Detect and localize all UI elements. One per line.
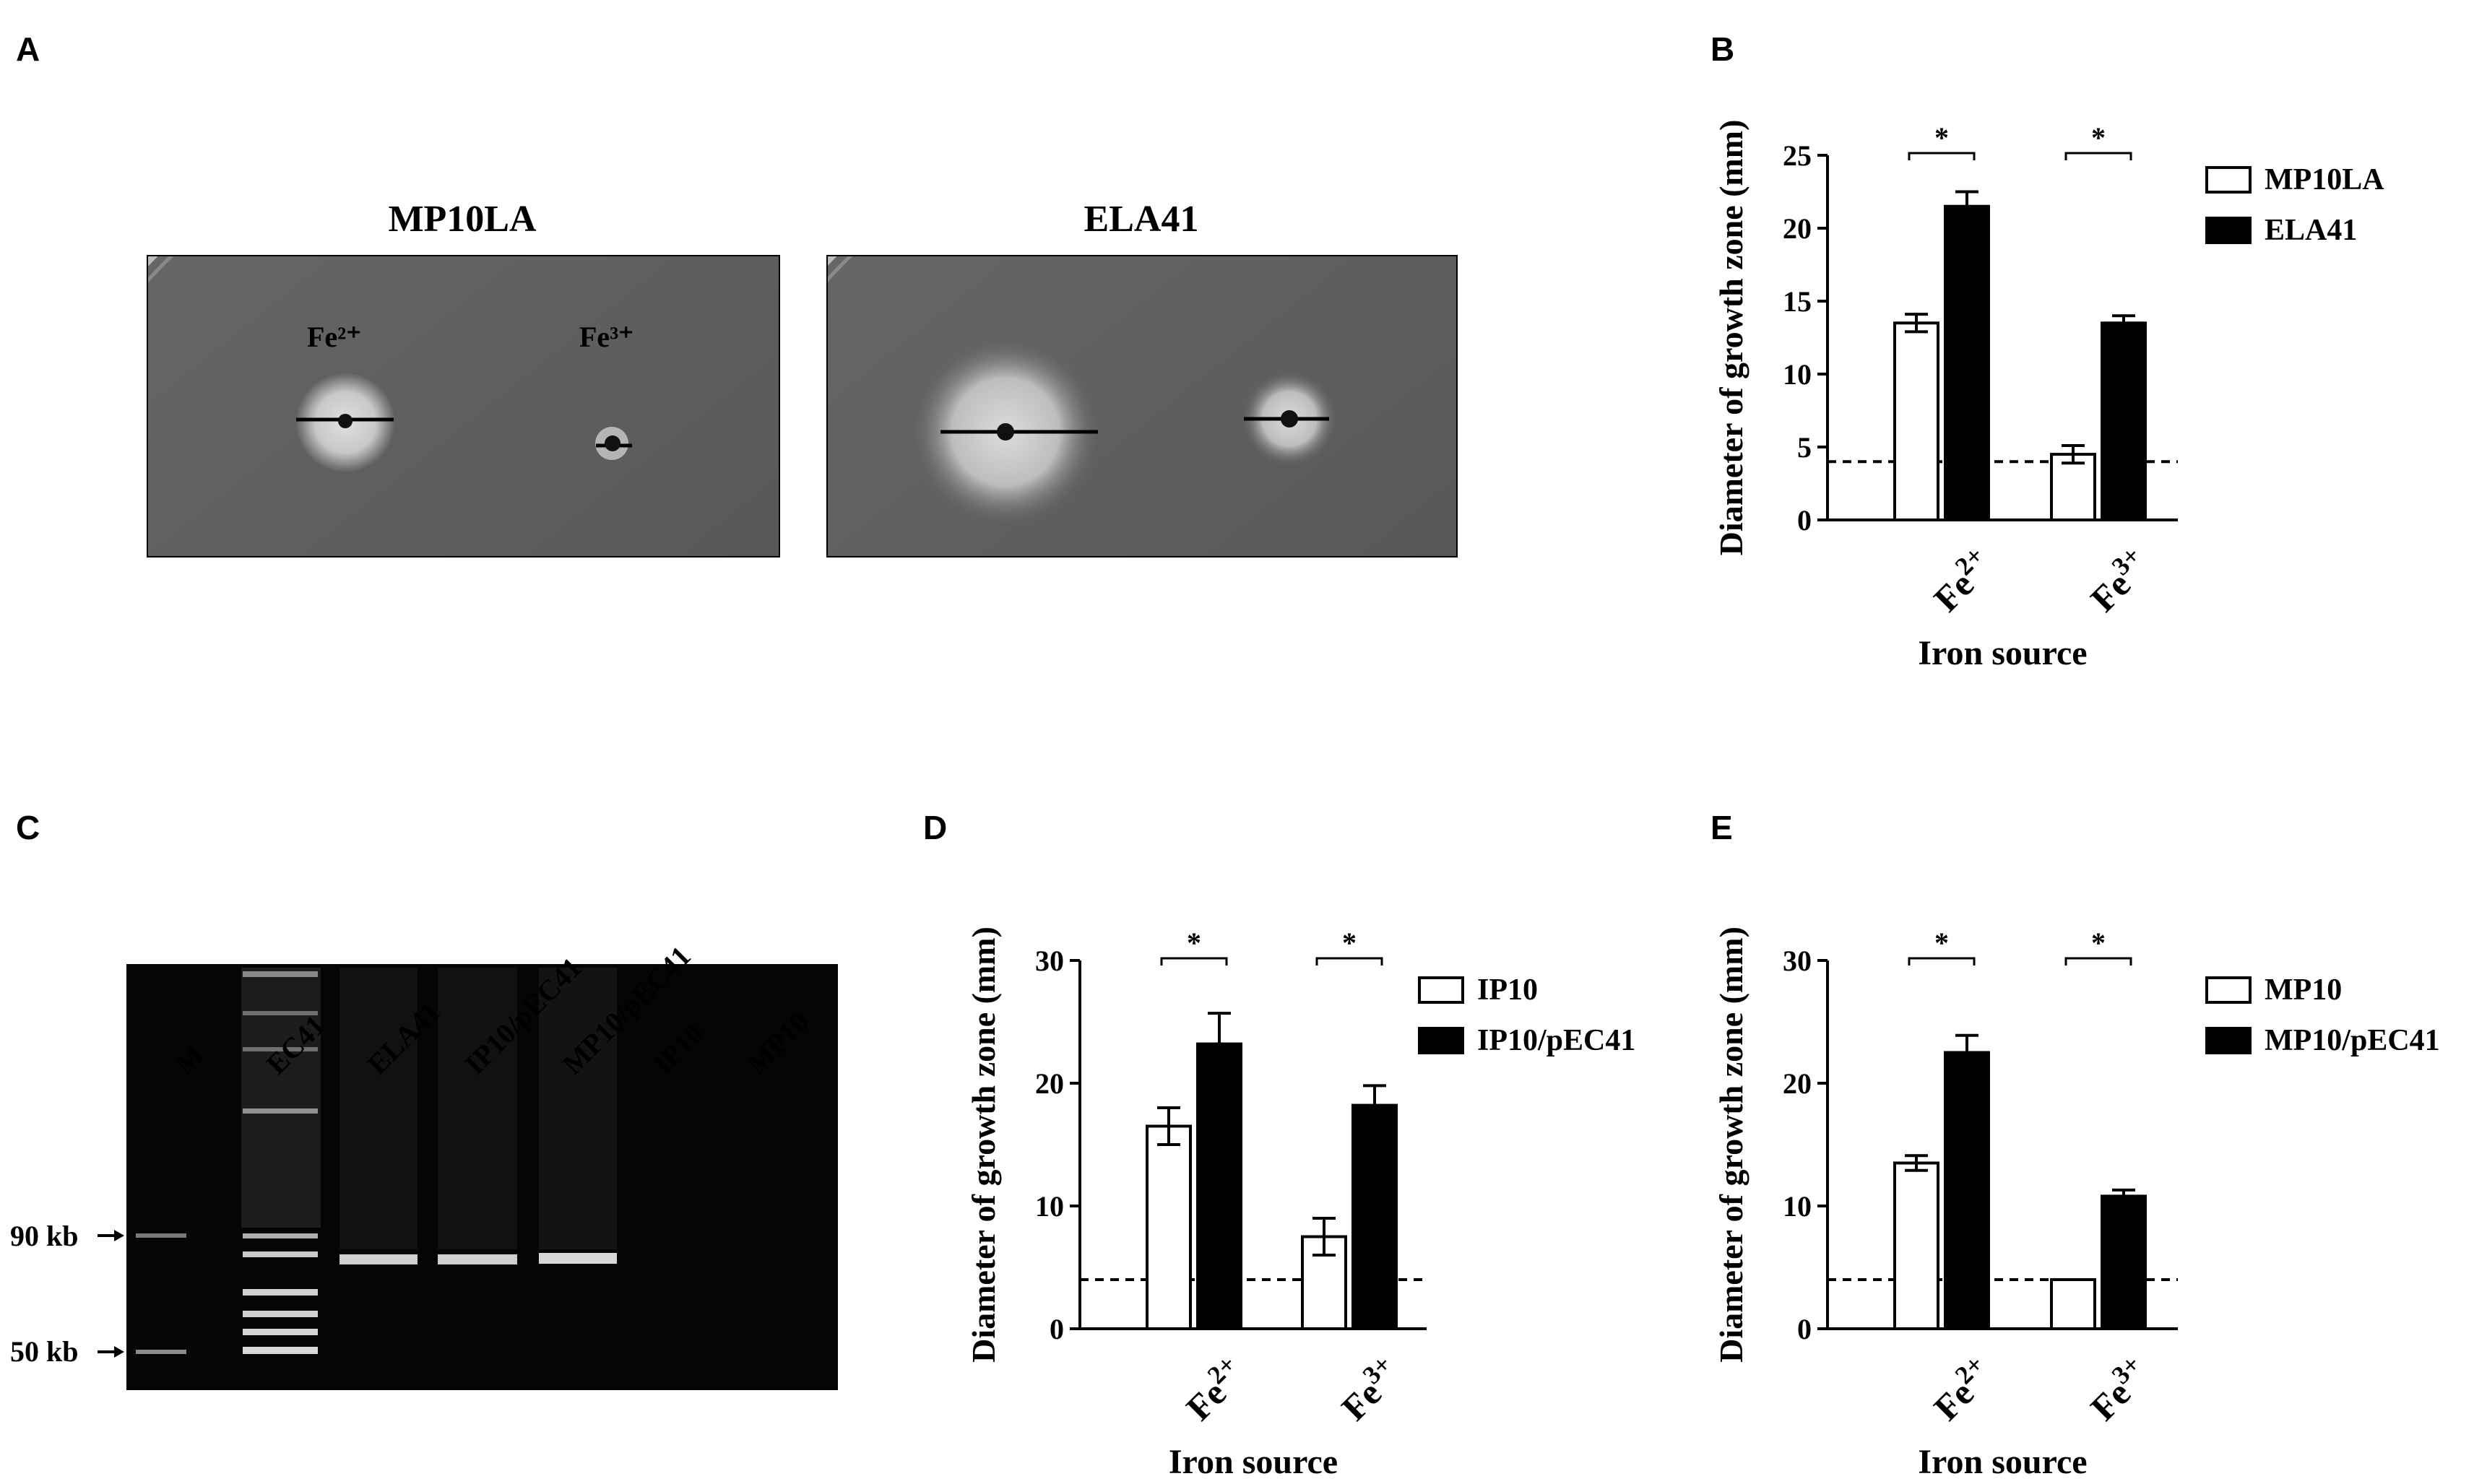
- bar: [2101, 321, 2147, 521]
- legend-swatch: [2205, 1027, 2252, 1054]
- legend-label: MP10: [2265, 973, 2342, 1007]
- legend-label: MP10/pEC41: [2265, 1024, 2440, 1057]
- y-tick-label: 15: [1783, 285, 1812, 318]
- legend-swatch: [2205, 976, 2252, 1004]
- x-tick-label: Fe2+: [1922, 1350, 2001, 1428]
- y-tick-label: 0: [1797, 504, 1812, 537]
- plate-label-fe2: Fe²⁺: [307, 321, 361, 353]
- legend-swatch: [1418, 1027, 1464, 1054]
- bar: [1944, 204, 1990, 521]
- bar: [1944, 1051, 1990, 1330]
- significance-star: *: [1934, 121, 1949, 154]
- marker-label-90kb: 90 kb: [10, 1220, 79, 1252]
- significance-bracket: [1315, 957, 1383, 966]
- significance-star: *: [1187, 927, 1201, 959]
- y-tick-label: 5: [1797, 431, 1812, 464]
- x-tick-label: Fe3+: [2079, 541, 2158, 620]
- significance-bracket: [2064, 152, 2132, 160]
- plate-photo-mp10la: Fe²⁺ Fe³⁺: [147, 255, 780, 557]
- bar: [2101, 1194, 2147, 1331]
- chart-d: 0 10 20 30 * Fe2+ * Fe3+ Diameter of growth zone…: [965, 927, 1635, 1481]
- y-tick-label: 10: [1035, 1190, 1064, 1223]
- significance-bracket: [1160, 957, 1228, 966]
- significance-star: *: [1342, 927, 1357, 959]
- marker-arrow-50kb: [98, 1346, 124, 1358]
- x-tick-label: Fe3+: [2079, 1350, 2158, 1428]
- legend-label: IP10/pEC41: [1477, 1024, 1635, 1057]
- significance-star: *: [1934, 927, 1949, 959]
- panel-letter-c: C: [16, 809, 40, 846]
- x-tick-label: Fe2+: [1922, 541, 2001, 620]
- panel-letter-a: A: [16, 30, 40, 68]
- significance-bracket: [1908, 957, 1976, 966]
- x-tick-label: Fe2+: [1175, 1350, 1253, 1428]
- y-tick-label: 10: [1783, 1190, 1812, 1223]
- y-tick-label: 20: [1783, 1067, 1812, 1100]
- bar: [1196, 1042, 1242, 1330]
- x-axis-title: Iron source: [1918, 634, 2087, 672]
- x-axis-title: Iron source: [1169, 1443, 1338, 1481]
- panel-c: M EC41 ELA41 IP10/pEC41 MP10/pEC41 IP10 …: [10, 940, 838, 1390]
- bar: [1893, 321, 1939, 521]
- panel-letter-e: E: [1710, 809, 1733, 846]
- plate-photo-ela41: [826, 255, 1458, 557]
- chart-b: 0 5 10 15 20 25 * Fe2+ * Fe3+ Diameter of growth z…: [1713, 120, 2384, 672]
- x-tick-label: Fe3+: [1330, 1350, 1409, 1428]
- chart-e: 0 10 20 30 * Fe2+ * Fe3+ Diameter of growth zone…: [1713, 927, 2440, 1481]
- y-tick-label: 0: [1050, 1313, 1064, 1345]
- marker-arrow-90kb: [98, 1230, 124, 1241]
- plate-label-fe3: Fe³⁺: [579, 321, 633, 353]
- significance-bracket: [2064, 957, 2132, 966]
- significance-star: *: [2091, 121, 2106, 154]
- legend-label: ELA41: [2265, 214, 2357, 247]
- plate-title-ela41: ELA41: [1084, 199, 1199, 240]
- bar: [1351, 1103, 1398, 1330]
- x-axis-title: Iron source: [1918, 1443, 2087, 1481]
- legend-swatch: [2205, 217, 2252, 244]
- y-tick-label: 20: [1035, 1067, 1064, 1100]
- y-tick-label: 30: [1783, 945, 1812, 977]
- y-axis-title: Diameter of growth zone (mm): [965, 927, 1002, 1363]
- significance-star: *: [2091, 927, 2106, 959]
- legend-label: IP10: [1477, 973, 1538, 1007]
- panel-letter-d: D: [923, 809, 947, 846]
- y-tick-label: 30: [1035, 945, 1064, 977]
- legend-swatch: [1418, 976, 1464, 1004]
- marker-label-50kb: 50 kb: [10, 1335, 79, 1368]
- y-tick-label: 20: [1783, 212, 1812, 245]
- y-tick-label: 0: [1797, 1313, 1812, 1345]
- bar: [1146, 1124, 1192, 1330]
- panel-a: MP10LA ELA41 Fe²⁺ Fe³⁺: [147, 199, 1458, 557]
- y-tick-label: 10: [1783, 358, 1812, 391]
- bar: [2050, 453, 2096, 521]
- bar: [1893, 1161, 1939, 1330]
- significance-bracket: [1908, 152, 1976, 160]
- panel-letter-b: B: [1710, 30, 1734, 68]
- legend-label: MP10LA: [2265, 163, 2384, 196]
- legend-swatch: [2205, 166, 2252, 194]
- y-axis-title: Diameter of growth zone (mm): [1713, 927, 1749, 1363]
- plate-title-mp10la: MP10LA: [388, 199, 537, 240]
- y-axis-title: Diameter of growth zone (mm): [1713, 120, 1749, 556]
- bar: [2050, 1278, 2096, 1330]
- y-tick-label: 25: [1783, 139, 1812, 172]
